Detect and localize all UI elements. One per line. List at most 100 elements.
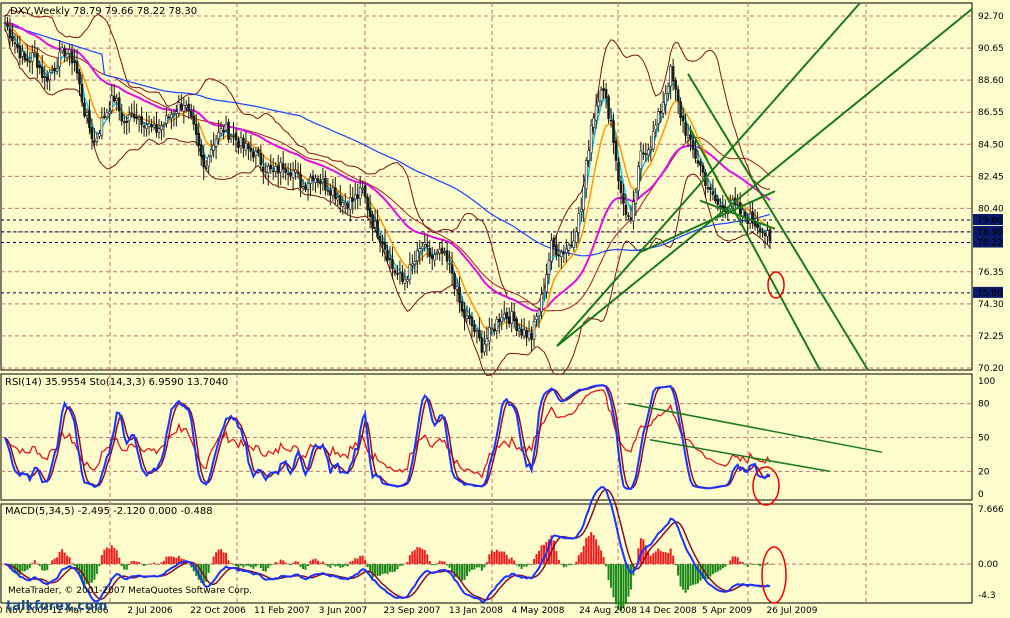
macd-histogram-bar — [451, 564, 454, 572]
candle-body — [130, 112, 133, 115]
candle-body — [460, 301, 464, 312]
candle — [582, 174, 586, 222]
candle — [127, 106, 131, 133]
candle — [53, 62, 56, 81]
macd-histogram-bar — [18, 564, 21, 575]
candle — [254, 147, 258, 168]
candle-body — [132, 113, 136, 119]
candle — [366, 193, 369, 218]
macd-histogram-bar — [739, 561, 742, 565]
candle-body — [368, 207, 372, 217]
candle-body — [284, 168, 287, 174]
candle — [28, 51, 32, 73]
price-tag-label: 78.22 — [977, 239, 1003, 249]
macd-histogram-bar — [619, 564, 622, 611]
macd-signal-line — [4, 488, 771, 601]
candle-body — [455, 285, 459, 290]
macd-histogram-bar — [493, 551, 496, 565]
candle-body — [493, 329, 496, 332]
candle — [443, 247, 446, 256]
candle-body — [478, 329, 481, 339]
macd-histogram-bar — [580, 552, 583, 565]
candle — [356, 183, 359, 210]
candle-body — [289, 172, 292, 177]
candle-body — [393, 270, 397, 274]
candle-body — [100, 117, 104, 136]
macd-histogram-bar — [379, 564, 382, 576]
candle — [125, 115, 129, 135]
candle — [480, 330, 484, 359]
candle — [175, 104, 178, 127]
osc-trendline-1 — [627, 402, 883, 453]
price-tag-box — [973, 236, 1003, 248]
candle-body — [155, 124, 158, 133]
candle-body — [758, 228, 762, 233]
macd-histogram-bar — [133, 560, 136, 565]
candle — [80, 74, 84, 108]
candle — [182, 97, 186, 124]
candle-body — [574, 231, 578, 243]
candle-body — [480, 337, 484, 353]
candle-body — [274, 166, 278, 172]
candle-body — [430, 255, 434, 259]
candle-body — [73, 60, 76, 63]
candle-body — [135, 116, 138, 120]
candle-body — [339, 195, 342, 205]
macd-histogram-bar — [575, 561, 578, 565]
oscillator-panel — [4, 384, 883, 506]
macd-histogram-bar — [505, 554, 508, 565]
macd-histogram-bar — [110, 545, 113, 565]
candle-body — [115, 98, 119, 102]
candle-body — [363, 185, 367, 198]
candle — [160, 121, 163, 141]
candle — [242, 134, 245, 158]
candle-body — [768, 229, 772, 242]
macd-histogram-bar — [649, 555, 652, 565]
candle-body — [31, 52, 34, 62]
candle — [155, 112, 158, 138]
candle-body — [483, 343, 486, 353]
price-tag-label: 79.66 — [977, 216, 1003, 226]
candle-body — [93, 140, 96, 143]
macd-histogram-bar — [384, 564, 387, 574]
candle — [460, 296, 464, 317]
candle-body — [473, 324, 476, 332]
candle-body — [433, 254, 436, 261]
macd-line — [4, 486, 771, 603]
candle — [696, 150, 700, 168]
candle — [594, 93, 598, 130]
candle-body — [547, 260, 551, 275]
candle — [222, 126, 225, 140]
candle-body — [371, 214, 374, 229]
candle — [187, 96, 191, 120]
candle — [403, 268, 407, 291]
macd-histogram-bar — [123, 564, 126, 570]
macd-histogram-bar — [284, 562, 287, 565]
macd-histogram-bar — [547, 539, 550, 565]
macd-histogram-bar — [448, 564, 451, 568]
candle-body — [386, 250, 389, 261]
candle-body — [108, 111, 111, 114]
candle — [103, 107, 106, 120]
candle-body — [711, 191, 715, 195]
candle — [515, 316, 518, 336]
macd-histogram-bar — [413, 550, 416, 565]
candle — [629, 204, 633, 224]
candle-body — [614, 140, 618, 161]
candle-body — [714, 194, 717, 202]
candle-body — [334, 187, 337, 199]
candle-body — [540, 294, 543, 312]
candle-body — [609, 119, 613, 122]
macd-histogram-bar — [433, 564, 436, 566]
candle — [520, 318, 523, 339]
candle — [314, 174, 317, 193]
candle — [68, 43, 71, 66]
candle-body — [112, 95, 116, 102]
macd-histogram-bar — [381, 564, 384, 575]
macd-histogram-bar — [232, 564, 235, 565]
macd-histogram-bar — [259, 564, 262, 569]
macd-histogram-bar — [560, 564, 563, 565]
candle-body — [202, 154, 206, 168]
candle — [393, 267, 397, 277]
candle — [329, 183, 332, 206]
